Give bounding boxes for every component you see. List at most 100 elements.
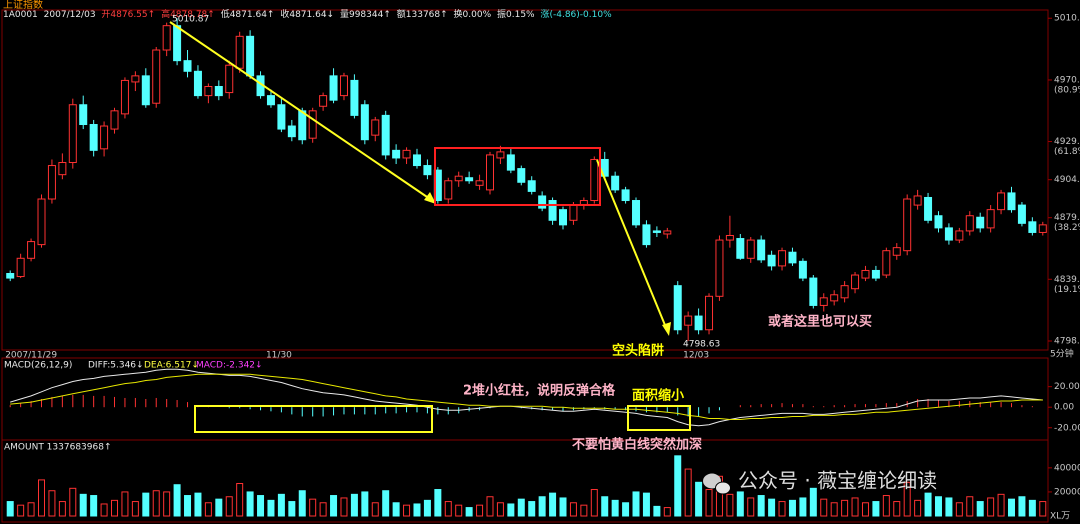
candle-body (694, 315, 703, 331)
volume-bar (851, 497, 859, 517)
candle-body (798, 260, 807, 279)
volume-bar (246, 491, 254, 517)
volume-bar (361, 491, 369, 517)
trend-arrow (169, 21, 434, 202)
legend-dea: DEA:6.517↓ (144, 361, 199, 371)
y-tick-note: (19.1%) (1054, 285, 1080, 295)
candle-body (454, 175, 463, 182)
volume-panel (1, 439, 1049, 523)
volume-bar (288, 501, 296, 517)
volume-bar (298, 490, 306, 517)
candle-body (913, 195, 922, 206)
volume-bar (903, 481, 911, 517)
volume-bar (726, 493, 734, 517)
candle-body (955, 230, 964, 241)
candle-body (402, 149, 411, 159)
volume-title: AMOUNT 1337683968↑ (4, 443, 112, 453)
candle-body (590, 158, 599, 202)
candle-body (746, 239, 755, 259)
volume-bar (799, 497, 807, 517)
candle-body (110, 110, 119, 130)
candle-body (193, 70, 202, 97)
volume-bar (131, 501, 139, 517)
candle-body (715, 239, 724, 297)
y-tick-note: (38.2%) (1054, 223, 1080, 233)
date: 2007/12/03 (44, 10, 96, 20)
candle-body (997, 192, 1006, 211)
candle-body (506, 154, 515, 171)
volume-bar (371, 502, 379, 517)
y-tick-label: 4970.3 (1054, 75, 1080, 85)
legend-macd: MACD:-2.342↓ (196, 361, 263, 371)
y-tick-label: 4798.6 (1054, 337, 1080, 347)
volume-bar (465, 507, 473, 517)
candle-body (517, 168, 526, 183)
volume-bar (549, 492, 557, 517)
arrow-head (424, 192, 436, 204)
volume-bar (528, 501, 536, 517)
amplitude: 振0.15% (497, 8, 535, 20)
period: 5分钟 (1050, 348, 1074, 360)
y-tick-note: (61.8%) (1054, 147, 1080, 157)
candle-body (152, 49, 161, 104)
candle-body (423, 165, 432, 176)
volume-bar (142, 492, 150, 517)
quote-line: 1A0001 2007/12/03 开4876.55↑ 高4878.78↑ 低4… (3, 8, 612, 20)
volume-unit: XL万 (1050, 512, 1070, 522)
candle-body (444, 180, 453, 200)
volume-bar (747, 497, 755, 517)
volume-bar (788, 499, 796, 517)
volume-bar (444, 501, 452, 517)
candle-body (79, 104, 88, 126)
volume-bar (403, 504, 411, 517)
candle-body (392, 149, 401, 159)
arrow-head (662, 322, 671, 336)
volume-bar (100, 503, 108, 517)
volume-bar (58, 501, 66, 517)
y-tick-note: (80.9%) (1054, 85, 1080, 95)
volume-bar (309, 498, 317, 517)
volume-bar (622, 502, 630, 517)
volume-bar (257, 495, 265, 517)
volume-bar (736, 491, 744, 517)
close: 收4871.64↓ (280, 8, 334, 20)
volume-bar (934, 496, 942, 517)
volume-bar (590, 489, 598, 517)
candle-body (266, 95, 275, 106)
volume-bar (559, 497, 567, 517)
candle-body (1028, 221, 1037, 233)
volume-bar (976, 501, 984, 517)
volume-bar (382, 490, 390, 517)
y-tick-label: 200000 (1054, 487, 1080, 497)
candle-body (485, 154, 494, 191)
code: 1A0001 (3, 10, 38, 20)
volume-bar (663, 507, 671, 517)
volume-bar (507, 503, 515, 517)
candle-body (381, 114, 390, 156)
candle-body (861, 269, 870, 279)
volume-bar (194, 492, 202, 517)
candle-body (871, 269, 880, 279)
x-tick-label: 11/30 (266, 351, 292, 361)
candle-body (632, 200, 641, 226)
candle-body (204, 85, 213, 97)
y-tick-label: 400000 (1054, 463, 1080, 473)
volume-bar (455, 504, 463, 517)
volume-bar (966, 496, 974, 517)
candle-body (27, 241, 36, 259)
index-name: 上证指数 (3, 0, 43, 11)
consolidation-box (434, 147, 601, 206)
volume-bar (861, 502, 869, 517)
candle-body (976, 216, 985, 229)
candle-body (965, 215, 974, 232)
candle-body (225, 64, 234, 94)
x-tick-label: 2007/11/29 (5, 351, 57, 361)
plot: 5010.9 4970.3(80.9%) 4929.8(61.8%) 4904.7 48… (5, 14, 1080, 517)
volume-bar (893, 501, 901, 517)
candle-body (621, 189, 630, 202)
candle-body (527, 180, 536, 192)
candle-body (736, 238, 745, 259)
volume-bar (882, 495, 890, 517)
volume-bar (476, 504, 484, 517)
volume-bar (79, 493, 87, 517)
